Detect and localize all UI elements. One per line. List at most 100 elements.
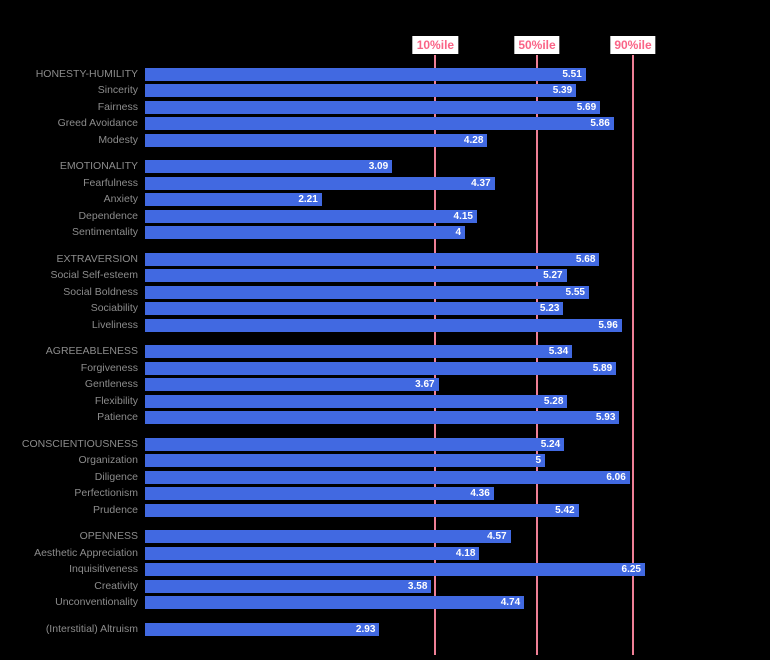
score-value: 5.24 <box>540 438 561 450</box>
trait-label: Modesty <box>98 133 138 146</box>
score-value: 5.39 <box>552 85 573 97</box>
bar-track: 4 <box>145 226 705 240</box>
bar-track: 5.27 <box>145 269 705 283</box>
trait-label: OPENNESS <box>79 530 138 543</box>
score-value: 2.21 <box>298 194 318 206</box>
bar-row: Sincerity 5.39 <box>0 83 770 100</box>
bar-track: 4.57 <box>145 530 705 544</box>
score-value: 4.37 <box>471 177 491 189</box>
score-bar: 3.58 <box>145 579 432 593</box>
percentile-label-90pile: 90%ile <box>610 36 656 54</box>
score-bar: 3.67 <box>145 378 439 392</box>
trait-label: Dependence <box>78 209 138 222</box>
score-bar: 5.86 <box>145 117 614 131</box>
score-bar: 5.42 <box>145 503 579 517</box>
score-value: 5.55 <box>565 286 585 298</box>
trait-label: AGREEABLENESS <box>45 345 138 358</box>
score-bar: 5.34 <box>145 345 573 359</box>
bar-track: 4.37 <box>145 176 705 190</box>
bar-row: Anxiety 2.21 <box>0 192 770 209</box>
score-bar: 4.15 <box>145 209 477 223</box>
score-bar: 5.68 <box>145 252 600 266</box>
score-value: 3.67 <box>415 379 435 391</box>
bar-track: 5.24 <box>145 437 705 451</box>
bar-row: Aesthetic Appreciation 4.18 <box>0 545 770 562</box>
trait-label: Sentimentality <box>72 226 138 239</box>
bar-row: Liveliness 5.96 <box>0 317 770 334</box>
bar-track: 5.34 <box>145 345 705 359</box>
score-bar: 4 <box>145 226 465 240</box>
bar-track: 5.55 <box>145 285 705 299</box>
bar-row: Forgiveness 5.89 <box>0 360 770 377</box>
bar-track: 2.93 <box>145 622 705 636</box>
score-bar: 6.25 <box>145 563 645 577</box>
bar-row: Greed Avoidance 5.86 <box>0 116 770 133</box>
trait-label: Fearfulness <box>83 176 138 189</box>
bar-row: OPENNESS 4.57 <box>0 529 770 546</box>
score-value: 5.42 <box>555 504 575 516</box>
score-bar: 5.96 <box>145 318 622 332</box>
bar-track: 5.86 <box>145 117 705 131</box>
score-bar: 2.21 <box>145 193 322 207</box>
score-value: 4.57 <box>487 531 507 543</box>
score-bar: 5.93 <box>145 411 620 425</box>
score-value: 3.09 <box>368 161 389 173</box>
bar-row: Perfectionism 4.36 <box>0 486 770 503</box>
trait-group: HONESTY-HUMILITY 5.51 Sincerity 5.39 Fairnes… <box>0 66 770 149</box>
trait-label: HONESTY-HUMILITY <box>35 67 138 80</box>
score-value: 2.93 <box>355 623 376 635</box>
trait-label: Forgiveness <box>80 361 138 374</box>
score-value: 5.93 <box>595 412 616 424</box>
trait-group: EMOTIONALITY 3.09 Fearfulness 4.37 Anxiety 2.… <box>0 159 770 242</box>
score-value: 5.27 <box>543 270 563 282</box>
score-value: 5.51 <box>562 68 582 80</box>
score-bar: 3.09 <box>145 160 393 174</box>
bar-track: 5 <box>145 454 705 468</box>
bar-row: Sociability 5.23 <box>0 301 770 318</box>
bar-row: Prudence 5.42 <box>0 502 770 519</box>
bar-row: EMOTIONALITY 3.09 <box>0 159 770 176</box>
score-bar: 5.23 <box>145 302 564 316</box>
score-value: 6.06 <box>606 471 626 483</box>
trait-group: AGREEABLENESS 5.34 Forgiveness 5.89 Gentlene… <box>0 344 770 427</box>
trait-label: Creativity <box>94 579 138 592</box>
trait-label: Social Self-esteem <box>50 269 138 282</box>
bar-row: Creativity 3.58 <box>0 578 770 595</box>
bar-track: 3.58 <box>145 579 705 593</box>
bar-row: EXTRAVERSION 5.68 <box>0 251 770 268</box>
trait-label: Fairness <box>97 100 138 113</box>
bar-row: Gentleness 3.67 <box>0 377 770 394</box>
bar-track: 5.39 <box>145 84 705 98</box>
bar-track: 3.09 <box>145 160 705 174</box>
score-value: 5 <box>535 455 541 467</box>
score-value: 6.25 <box>621 564 641 576</box>
percentile-label-10pile: 10%ile <box>412 36 459 54</box>
trait-label: Patience <box>97 411 138 424</box>
bar-row: Unconventionality 4.74 <box>0 595 770 612</box>
score-bar: 5.28 <box>145 394 568 408</box>
bar-row: Social Boldness 5.55 <box>0 284 770 301</box>
score-value: 4 <box>455 227 461 239</box>
bar-row: Inquisitiveness 6.25 <box>0 562 770 579</box>
trait-label: CONSCIENTIOUSNESS <box>21 437 138 450</box>
bar-track: 5.51 <box>145 67 705 81</box>
score-value: 4.36 <box>470 488 490 500</box>
bar-row: Fairness 5.69 <box>0 99 770 116</box>
bar-row: Diligence 6.06 <box>0 469 770 486</box>
trait-label: EXTRAVERSION <box>56 252 139 265</box>
bar-row: Fearfulness 4.37 <box>0 175 770 192</box>
bar-track: 4.36 <box>145 487 705 501</box>
trait-label: Prudence <box>93 503 138 516</box>
trait-label: Gentleness <box>84 378 138 391</box>
bar-row: HONESTY-HUMILITY 5.51 <box>0 66 770 83</box>
trait-label: Organization <box>78 454 138 467</box>
trait-label: Flexibility <box>94 394 138 407</box>
score-bar: 4.37 <box>145 176 495 190</box>
bar-row: Flexibility 5.28 <box>0 393 770 410</box>
score-bar: 4.28 <box>145 133 488 147</box>
score-value: 5.28 <box>543 395 564 407</box>
trait-label: EMOTIONALITY <box>59 160 138 173</box>
score-bar: 5.27 <box>145 269 567 283</box>
percentile-label-50pile: 50%ile <box>514 36 560 54</box>
